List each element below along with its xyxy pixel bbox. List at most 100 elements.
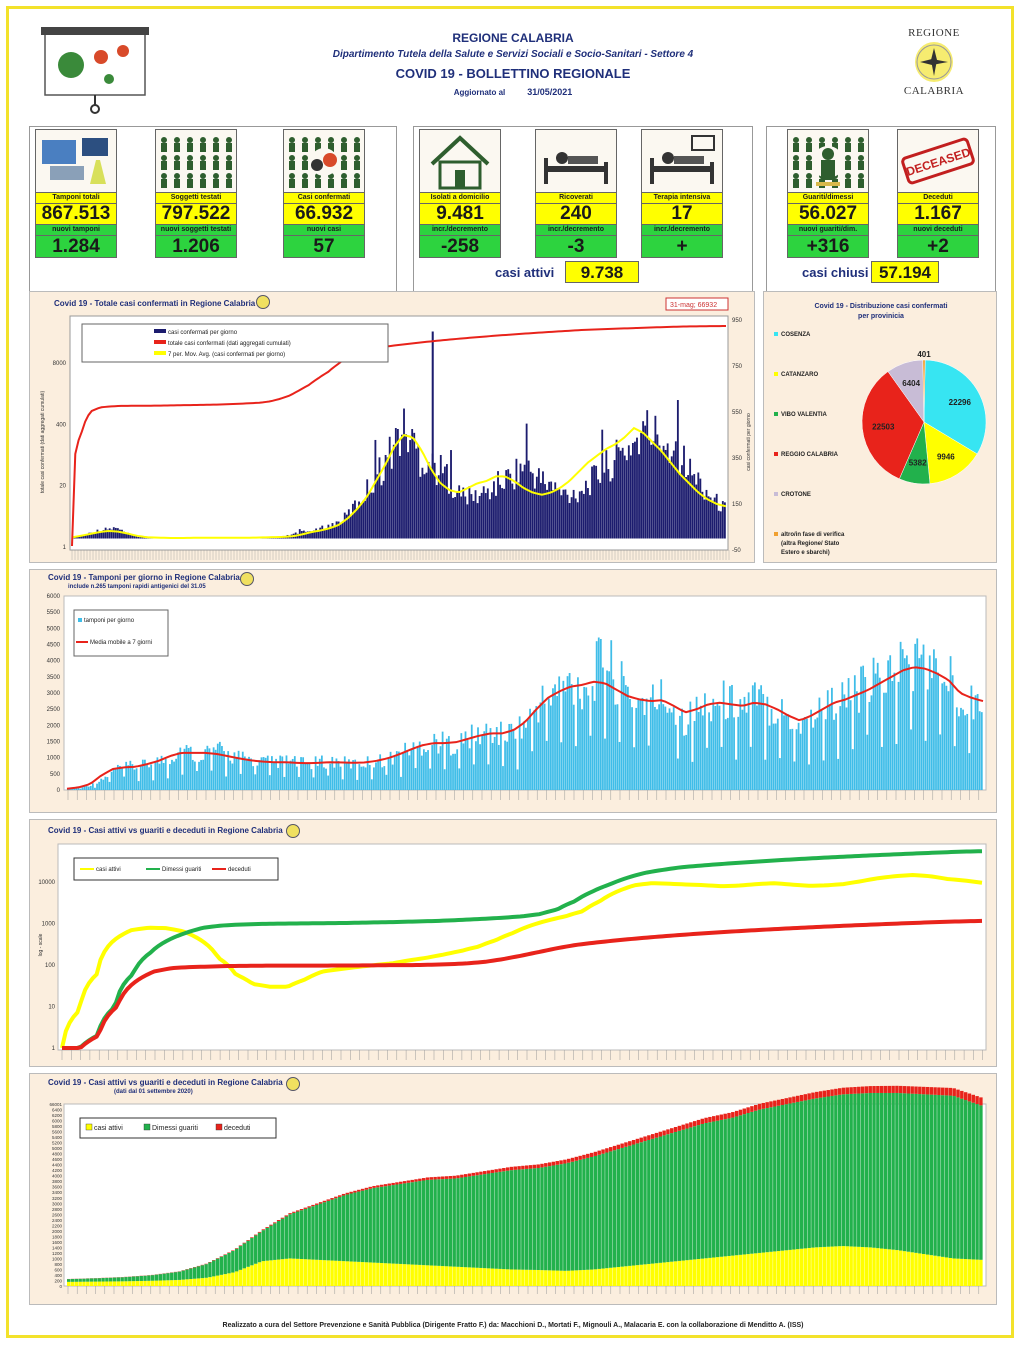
recovered-bar [357,1191,361,1262]
daily-case-bar [501,488,504,539]
daily-swab-bar [520,738,523,790]
active-cases-bar [269,1260,273,1286]
legend-label: casi attivi [96,867,121,873]
deceased-bar [280,1217,285,1219]
deceased-bar [803,1094,808,1101]
legend-label: deceduti [228,867,251,873]
daily-swab-bar [202,759,205,790]
daily-swab-bar [733,717,735,790]
active-cases-bar [444,1266,449,1286]
deceased-bar [536,1164,540,1169]
daily-case-bar [119,529,121,539]
recovered-bar [475,1175,479,1268]
updated-label: Aggiornato al [453,88,506,97]
daily-case-bar [415,448,418,539]
daily-case-bar [621,447,624,539]
daily-swab-bar [289,760,292,790]
active-cases-bar [929,1255,934,1286]
daily-swab-bar [939,734,942,790]
recovered-bar [773,1106,777,1252]
active-cases-bar [635,1265,640,1286]
y-tick-label: 2000 [47,723,61,729]
deceased-bar [757,1103,762,1110]
daily-swab-bar [953,746,956,790]
daily-case-bar [689,458,692,539]
deceased-bar [677,1125,682,1131]
daily-swab-bar [408,755,411,790]
pie-legend-swatch [774,332,778,336]
recovered-bar [315,1204,319,1260]
active-cases-bar [696,1259,701,1286]
active-cases-bar [826,1246,830,1286]
daily-swab-bar [870,695,873,790]
legend-box [73,857,279,881]
deceased-bar [525,1165,529,1169]
daily-case-bar [403,408,405,539]
daily-swab-bar [820,709,823,790]
deceased-bar [452,1175,456,1179]
active-cases-bar [82,1281,86,1286]
daily-swab-bar [164,758,167,790]
daily-swab-bar [160,755,163,790]
deceased-bar [231,1250,235,1252]
active-cases-bar [628,1265,632,1286]
deceased-bar [925,1086,930,1095]
daily-swab-bar [489,728,492,790]
daily-case-bar [658,445,661,539]
active-cases-bar [196,1278,201,1286]
deceased-bar [788,1097,792,1104]
daily-case-bar [535,476,538,539]
active-cases-bar [471,1267,476,1286]
daily-swab-bar [404,742,407,790]
legend-swatch [215,1123,223,1131]
daily-swab-bar [196,771,198,790]
daily-swab-bar [893,672,896,790]
daily-swab-bar [308,763,311,790]
daily-case-bar [317,530,320,539]
daily-swab-bar [100,778,103,790]
daily-swab-bar [762,694,765,790]
recovered-bar [532,1168,537,1270]
recovered-bar [910,1093,914,1253]
recovered-bar [486,1173,491,1269]
recovered-bar [479,1174,483,1268]
daily-swab-bar [314,756,317,790]
daily-swab-bar [268,775,271,790]
active-cases-bar [605,1268,609,1286]
deceased-bar [418,1178,422,1182]
active-cases-bar [742,1254,746,1286]
daily-swab-bar [256,765,259,790]
deceased-bar [765,1102,769,1109]
daily-swab-bar [612,679,615,790]
recovered-bar [757,1109,762,1253]
daily-swab-bar [185,745,188,790]
daily-swab-bar [239,773,242,790]
daily-swab-bar [860,666,862,790]
active-cases-bar [86,1281,90,1286]
tile-subvalue: +2 [897,236,979,258]
daily-swab-bar [849,700,852,790]
recovered-bar [547,1166,552,1271]
daily-case-bar [715,493,718,539]
daily-swab-bar [483,731,486,790]
deceased-bar [227,1252,231,1253]
daily-swab-bar [481,735,484,790]
deceased-bar [513,1166,517,1170]
recovered-bar [620,1147,624,1267]
pie-value-label: 22296 [949,398,972,407]
recovered-bar [376,1187,380,1263]
active-cases-bar [147,1280,151,1286]
daily-swab-bar [970,685,973,790]
recovered-bar [540,1167,544,1271]
recovered-bar [944,1095,949,1258]
daily-swab-bar [676,758,679,790]
active-cases-bar [895,1250,899,1286]
active-cases-bar [971,1259,975,1286]
deceased-bar [364,1187,369,1190]
daily-swab-bar [350,768,352,790]
tile-sublabel: nuovi tamponi [35,225,117,236]
y-tick-label: 2400 [52,1218,63,1223]
deceased-bar [631,1139,636,1145]
daily-swab-bar [508,723,511,790]
active-cases-bar [254,1263,258,1286]
